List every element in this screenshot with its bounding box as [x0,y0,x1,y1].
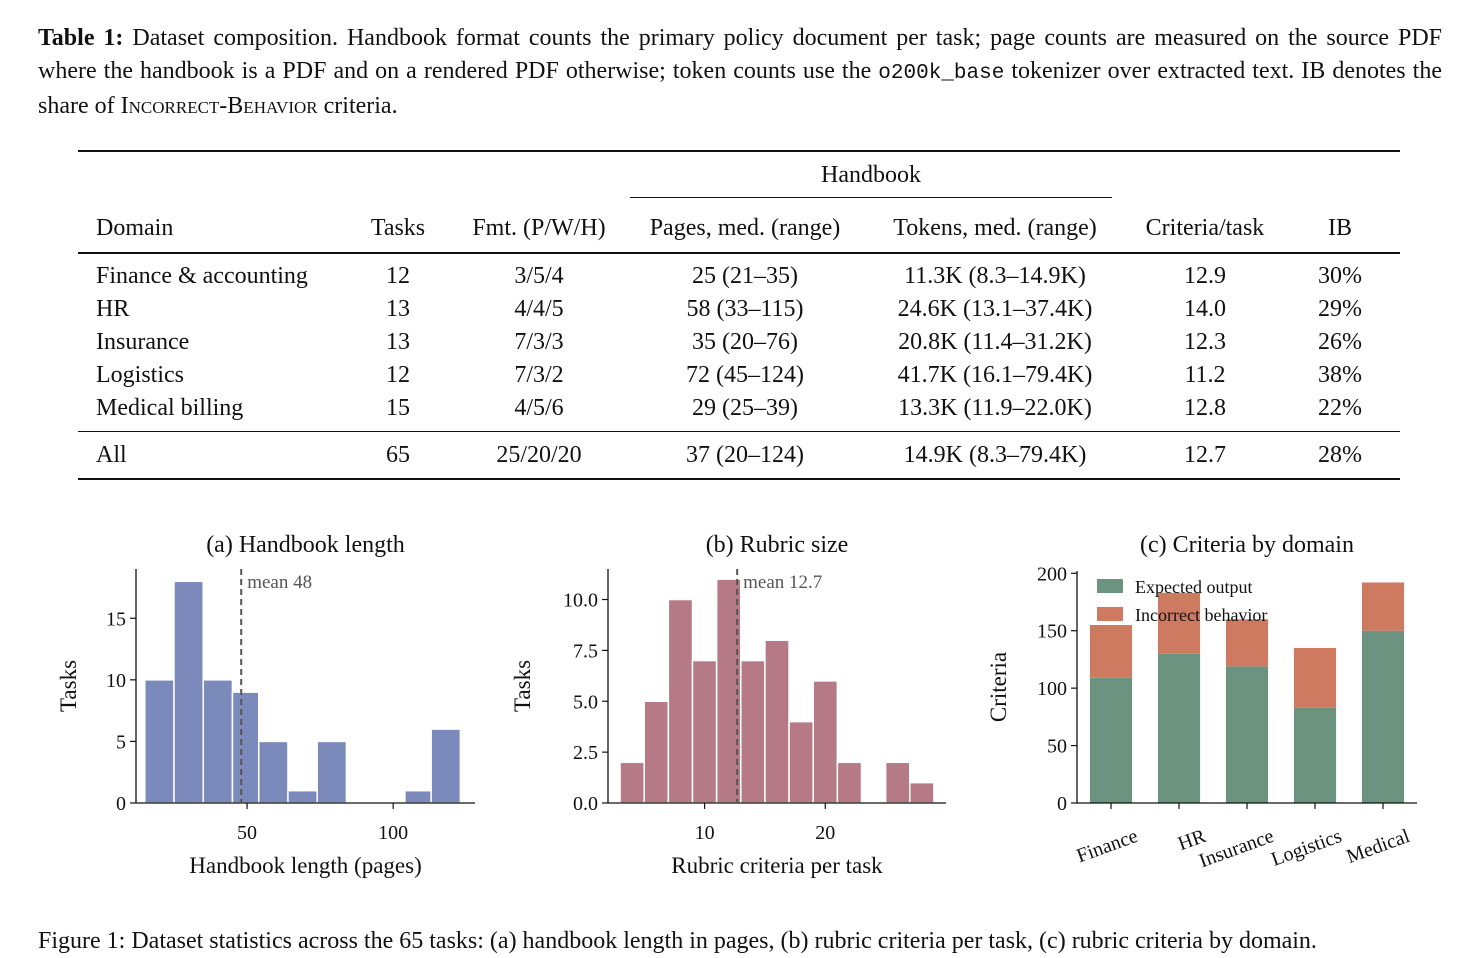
figure-caption: Figure 1: Dataset statistics across the … [38,928,1317,954]
col-header-pages: Pages, med. (range) [649,214,841,241]
x-tick-label: Logistics [1268,825,1345,871]
x-tick-label: 10 [695,822,715,844]
histogram-bar [257,740,289,804]
handbook-group-header: Handbook [630,151,1130,204]
y-tick-label: 200 [1037,563,1067,585]
y-tick-label: 15 [106,608,126,630]
table-row: Medical billing 15 4/5/6 29 (25–39) 13.3K (1… [96,395,1362,421]
col-header-criteria: Criteria/task [1145,214,1265,241]
histogram-bar [667,598,694,804]
handbook-length-histogram: (a) Handbook length 0 5 10 15 Tasks 50 100 mean … [56,532,475,878]
legend-label: Incorrect behavior [1135,605,1267,625]
histogram-bar [691,659,718,804]
histogram-bar [788,720,814,804]
dataset-table: Handbook Domain Tasks Fmt. (P/W/H) Pages… [78,150,1400,480]
table-row: Finance & accounting 12 3/5/4 25 (21–35) 11.… [96,263,1362,289]
stacked-bar-segment [1293,647,1337,708]
x-tick-label: 20 [815,822,835,844]
histogram-bar [202,679,234,804]
histogram-bar [231,691,260,804]
legend-swatch [1097,579,1123,593]
histogram-bar [884,761,911,804]
y-tick-label: 10.0 [563,590,598,612]
caption-text-end: criteria. [323,93,398,119]
histogram-bar [836,761,863,804]
y-tick-label: 150 [1037,621,1067,643]
stacked-bar-segment [1157,653,1201,803]
x-tick-label: Finance [1074,825,1141,867]
mean-label: mean 12.7 [743,572,822,593]
y-axis-label: Tasks [510,660,535,712]
table-row: Insurance 13 7/3/3 35 (20–76) 20.8K (11.4–31… [96,329,1362,355]
histogram-bar [764,639,790,804]
histogram-bar [643,700,670,804]
caption-text-2: tokenizer over extracted text. IB denote… [38,58,1442,119]
x-tick-label: Insurance [1196,825,1277,872]
col-header-tasks: Tasks [370,214,426,241]
y-tick-label: 0 [1057,793,1067,815]
table-row: Logistics 12 7/3/2 72 (45–124) 41.7K (16.1–7… [96,362,1362,388]
histogram-bar [740,659,766,804]
y-tick-label: 7.5 [573,640,598,662]
legend-label: Expected output [1135,577,1252,597]
col-header-tokens: Tokens, med. (range) [893,214,1097,241]
caption-smallcaps: Incorrect-Behavior [120,93,318,119]
chart-title: (a) Handbook length [206,532,405,558]
histogram-bar [316,740,348,804]
caption-code: o200k_base [878,62,1005,85]
x-axis-label: Handbook length (pages) [189,853,422,878]
stacked-bar-segment [1157,592,1201,654]
y-tick-label: 5 [116,731,126,753]
col-header-ib: IB [1328,214,1352,241]
y-tick-label: 5.0 [573,691,598,713]
x-tick-label: Medical [1344,825,1414,868]
y-tick-label: 0 [116,793,126,815]
stacked-bar-segment [1225,619,1269,667]
col-header-domain: Domain [96,214,174,241]
stacked-bar-segment [1089,624,1133,678]
table-caption: Table 1: Dataset composition. Handbook f… [38,22,1442,123]
histogram-bar [619,761,645,804]
chart-title: (c) Criteria by domain [1140,532,1354,558]
stacked-bar-segment [1361,630,1405,803]
y-tick-label: 0.0 [573,793,598,815]
y-axis-label: Criteria [986,652,1011,722]
x-axis-label: Rubric criteria per task [671,853,883,878]
histogram-bar [909,781,935,804]
legend-swatch [1097,607,1123,621]
stacked-bar-segment [1293,707,1337,803]
stacked-bar-segment [1089,677,1133,803]
y-tick-label: 10 [106,670,126,692]
histogram-bar [173,580,204,804]
col-header-format: Fmt. (P/W/H) [472,214,606,241]
table-row: HR 13 4/4/5 58 (33–115) 24.6K (13.1–37.4K) 14… [96,296,1362,322]
stacked-bar-segment [1225,666,1269,803]
x-tick-label: 100 [378,822,408,844]
histogram-bar [144,679,175,804]
histogram-bar [404,789,432,804]
histogram-bar [812,680,839,804]
stacked-bar-segment [1361,582,1405,631]
histogram-bar [430,728,462,804]
x-tick-label: 50 [237,822,257,844]
y-tick-label: 100 [1037,678,1067,700]
table-row-total: All 65 25/20/20 37 (20–124) 14.9K (8.3–79.4K… [78,431,1400,479]
y-axis-label: Tasks [56,660,81,712]
caption-text: Dataset composition. Handbook format cou… [38,25,1443,84]
rubric-size-histogram: (b) Rubric size 0.0 2.5 5.0 7.5 10.0 Tasks 10 20… [510,532,946,878]
y-tick-label: 2.5 [573,742,598,764]
histogram-bar [287,789,318,804]
mean-label: mean 48 [247,572,312,593]
y-tick-label: 50 [1047,736,1067,758]
caption-label: Table 1: [38,25,124,51]
chart-title: (b) Rubric size [706,532,849,558]
